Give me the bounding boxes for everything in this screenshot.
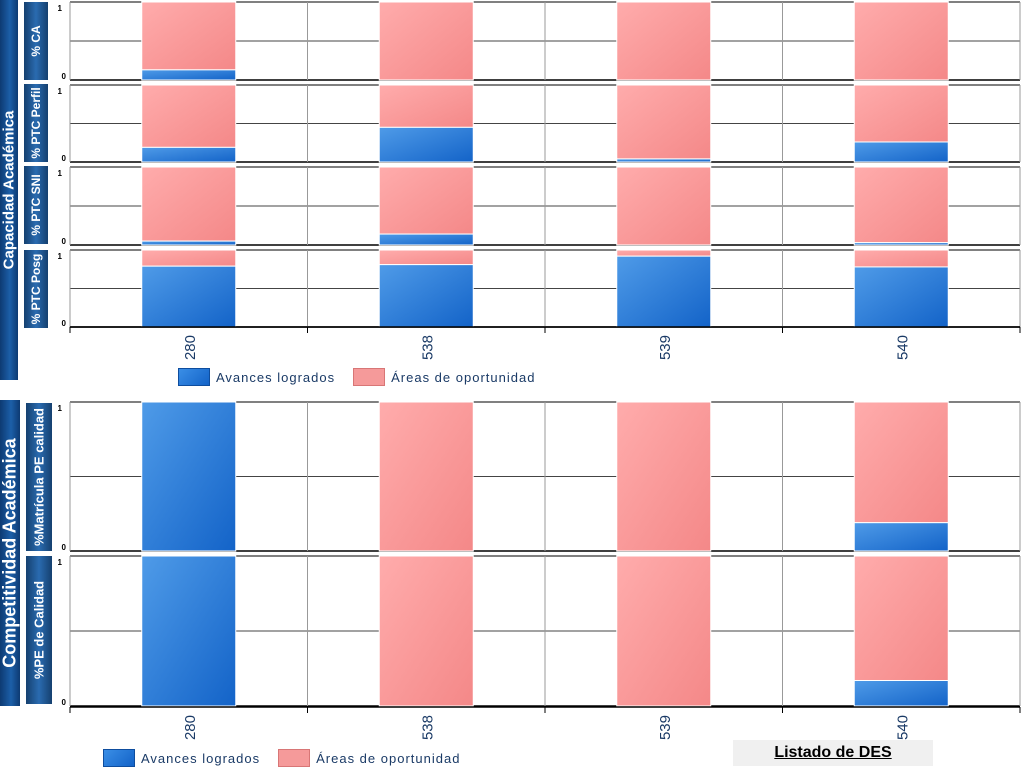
group-label-competitividad: Competitividad Académica — [0, 400, 20, 706]
bar-opportunity — [616, 555, 712, 707]
bar-opportunity — [616, 84, 712, 160]
legend-swatch-opportunity — [353, 368, 386, 386]
bar-achieved — [853, 242, 949, 246]
panel-label-pe-calidad: %PE de Calidad — [26, 556, 52, 704]
bar-achieved — [141, 146, 237, 163]
panel-label-ptc-posg: % PTC Posg — [24, 250, 48, 328]
panel-label-ptc-perfil: % PTC Perfil — [24, 84, 48, 162]
x-tick-label: 539 — [657, 715, 674, 740]
y-tick-label: 1 — [58, 404, 63, 413]
bar-opportunity — [616, 401, 712, 552]
bar-achieved — [141, 555, 237, 707]
bar-achieved — [616, 255, 712, 328]
x-tick-label: 539 — [657, 335, 674, 360]
legend-swatch-achieved — [103, 749, 135, 767]
y-tick-label: 0 — [62, 154, 67, 163]
x-tick-label: 540 — [894, 715, 911, 740]
legend-label-achieved: Avances logrados — [216, 369, 336, 385]
bar-achieved — [141, 401, 237, 552]
y-tick-label: 0 — [62, 543, 67, 552]
x-tick-label: 538 — [419, 335, 436, 360]
bar-opportunity — [853, 84, 949, 143]
bar-opportunity — [853, 1, 949, 81]
panel-label-matricula: %Matrícula PE calidad — [26, 403, 52, 551]
bar-opportunity — [141, 1, 237, 71]
legend-bottom: Avances logrados Áreas de oportunidad — [103, 749, 472, 767]
bar-opportunity — [616, 249, 712, 257]
legend-label-opportunity: Áreas de oportunidad — [316, 750, 461, 766]
y-tick-label: 1 — [58, 252, 63, 261]
x-tick-label: 538 — [419, 715, 436, 740]
bar-opportunity — [378, 401, 474, 552]
bar-opportunity — [853, 166, 949, 244]
bar-opportunity — [141, 84, 237, 148]
legend-label-opportunity: Áreas de oportunidad — [391, 369, 536, 385]
des-list-link[interactable]: Listado de DES — [733, 740, 933, 766]
legend-swatch-opportunity — [278, 749, 311, 767]
y-tick-label: 0 — [62, 237, 67, 246]
bar-achieved — [141, 69, 237, 81]
x-tick-label: 280 — [182, 715, 199, 740]
y-tick-label: 1 — [58, 87, 63, 96]
y-tick-label: 0 — [62, 72, 67, 81]
bar-achieved — [853, 522, 949, 552]
x-tick-label: 280 — [182, 335, 199, 360]
bar-opportunity — [616, 166, 712, 246]
bar-opportunity — [853, 401, 949, 524]
bar-achieved — [853, 266, 949, 328]
bar-opportunity — [378, 555, 474, 707]
bar-opportunity — [378, 84, 474, 128]
legend-top: Avances logrados Áreas de oportunidad — [178, 368, 547, 386]
bar-achieved — [141, 265, 237, 328]
bar-opportunity — [141, 249, 237, 267]
panel-label-ca: % CA — [24, 2, 48, 80]
bar-achieved — [378, 264, 474, 328]
bar-achieved — [378, 233, 474, 246]
bar-opportunity — [616, 1, 712, 81]
bar-opportunity — [378, 249, 474, 266]
bar-achieved — [378, 126, 474, 163]
y-tick-label: 0 — [62, 319, 67, 328]
legend-swatch-achieved — [178, 368, 210, 386]
bar-opportunity — [378, 166, 474, 235]
y-tick-label: 1 — [58, 4, 63, 13]
y-tick-label: 1 — [58, 558, 63, 567]
bar-achieved — [853, 680, 949, 707]
bar-opportunity — [853, 555, 949, 681]
y-tick-label: 1 — [58, 169, 63, 178]
group-label-capacidad: Capacidad Académica — [0, 0, 18, 380]
bar-opportunity — [378, 1, 474, 81]
bar-achieved — [616, 158, 712, 163]
bar-opportunity — [853, 249, 949, 268]
bar-achieved — [141, 240, 237, 246]
bar-opportunity — [141, 166, 237, 242]
bar-achieved — [853, 141, 949, 163]
y-tick-label: 0 — [62, 698, 67, 707]
x-tick-label: 540 — [894, 335, 911, 360]
panel-label-ptc-sni: % PTC SNI — [24, 166, 48, 244]
legend-label-achieved: Avances logrados — [141, 750, 261, 766]
